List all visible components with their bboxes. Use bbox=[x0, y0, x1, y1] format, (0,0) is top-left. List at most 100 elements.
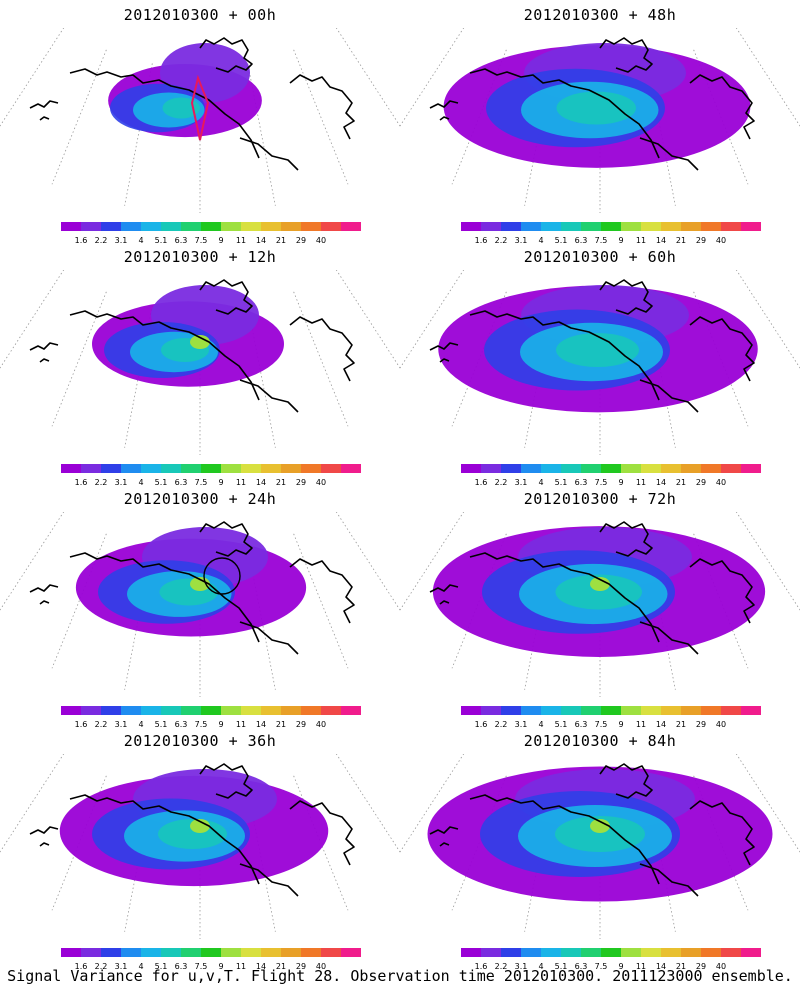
colorbar-swatch bbox=[201, 222, 222, 231]
colorbar-swatch bbox=[181, 464, 202, 473]
colorbar-swatch bbox=[661, 948, 682, 957]
colorbar-tick-label: 21 bbox=[276, 478, 286, 487]
colorbar-swatch bbox=[141, 948, 162, 957]
colorbar-swatch bbox=[81, 222, 102, 231]
colorbar-tick-label: 9 bbox=[618, 478, 623, 487]
colorbar-swatch bbox=[561, 948, 582, 957]
colorbar-tick-label: 14 bbox=[656, 720, 666, 729]
colorbar-tick-label: 4 bbox=[538, 962, 543, 971]
colorbar-swatch bbox=[261, 706, 282, 715]
colorbar-tick-label: 3.1 bbox=[115, 478, 128, 487]
colorbar-tick-label: 5.1 bbox=[155, 236, 168, 245]
colorbar-swatch bbox=[581, 222, 602, 231]
colorbar-tick-label: 29 bbox=[696, 236, 706, 245]
map-panel: 2012010300 + 24h 1.6 2.2 3.1 4 5.1 6.3 7.5 9 11 14… bbox=[0, 484, 400, 729]
colorbar-tick-label: 21 bbox=[276, 236, 286, 245]
colorbar-tick-label: 3.1 bbox=[515, 478, 528, 487]
map-panel: 2012010300 + 36h 1.6 2.2 3.1 4 5.1 6.3 7.5 9 11 14… bbox=[0, 726, 400, 971]
colorbar-tick-label: 29 bbox=[296, 720, 306, 729]
variance-field bbox=[92, 285, 284, 387]
colorbar-swatch bbox=[461, 706, 482, 715]
colorbar-tick-label: 11 bbox=[636, 236, 646, 245]
colorbar-tick-label: 40 bbox=[716, 236, 726, 245]
map-panel: 2012010300 + 48h 1.6 2.2 3.1 4 5.1 6.3 7.5 9 11 14… bbox=[400, 0, 800, 245]
colorbar-swatch bbox=[241, 464, 262, 473]
colorbar-tick-label: 11 bbox=[636, 720, 646, 729]
colorbar: 1.6 2.2 3.1 4 5.1 6.3 7.5 9 11 14 21 29 40 bbox=[61, 948, 361, 972]
colorbar-swatch bbox=[601, 948, 622, 957]
colorbar-swatch bbox=[261, 948, 282, 957]
colorbar-swatch bbox=[621, 948, 642, 957]
colorbar-tick-label: 9 bbox=[218, 478, 223, 487]
colorbar: 1.6 2.2 3.1 4 5.1 6.3 7.5 9 11 14 21 29 40 bbox=[461, 706, 761, 730]
colorbar-swatch bbox=[641, 948, 662, 957]
colorbar-swatch bbox=[101, 706, 122, 715]
colorbar-swatch bbox=[641, 222, 662, 231]
colorbar-tick-label: 4 bbox=[138, 478, 143, 487]
colorbar-swatch bbox=[561, 464, 582, 473]
colorbar-swatch bbox=[321, 706, 342, 715]
colorbar-swatch bbox=[741, 222, 761, 231]
colorbar-swatch bbox=[701, 222, 722, 231]
colorbar-tick-label: 1.6 bbox=[75, 478, 88, 487]
colorbar-swatch bbox=[541, 464, 562, 473]
colorbar-swatch bbox=[181, 222, 202, 231]
colorbar-tick-label: 3.1 bbox=[515, 962, 528, 971]
colorbar-swatch bbox=[621, 222, 642, 231]
colorbar-swatch bbox=[221, 948, 242, 957]
variance-field bbox=[427, 766, 773, 902]
colorbar-tick-label: 7.5 bbox=[195, 236, 208, 245]
colorbar-swatch bbox=[181, 948, 202, 957]
variance-field bbox=[59, 769, 329, 887]
colorbar-tick-label: 4 bbox=[538, 720, 543, 729]
colorbar-swatch bbox=[461, 222, 482, 231]
variance-field bbox=[443, 43, 751, 168]
colorbar-tick-label: 6.3 bbox=[175, 962, 188, 971]
colorbar-tick-label: 14 bbox=[256, 236, 266, 245]
colorbar-swatch bbox=[461, 464, 482, 473]
colorbar-swatch bbox=[281, 706, 302, 715]
panel-title: 2012010300 + 48h bbox=[523, 6, 677, 24]
variance-field bbox=[75, 527, 307, 637]
colorbar-tick-label: 14 bbox=[256, 720, 266, 729]
coastline bbox=[429, 37, 755, 171]
figure-caption: Signal Variance for u,v,T. Flight 28. Ob… bbox=[7, 967, 793, 985]
colorbar-tick-label: 2.2 bbox=[495, 236, 508, 245]
colorbar-tick-label: 5.1 bbox=[155, 962, 168, 971]
colorbar-tick-label: 4 bbox=[138, 720, 143, 729]
variance-field bbox=[438, 285, 758, 413]
colorbar-swatch bbox=[681, 222, 702, 231]
colorbar-tick-label: 11 bbox=[236, 720, 246, 729]
colorbar-tick-label: 6.3 bbox=[175, 478, 188, 487]
panel-title: 2012010300 + 12h bbox=[123, 248, 277, 266]
colorbar-tick-label: 40 bbox=[316, 236, 326, 245]
colorbar-tick-label: 21 bbox=[676, 478, 686, 487]
colorbar-swatch bbox=[501, 948, 522, 957]
colorbar-tick-label: 9 bbox=[218, 236, 223, 245]
colorbar-tick-label: 6.3 bbox=[575, 478, 588, 487]
colorbar-swatch bbox=[681, 464, 702, 473]
colorbar-swatch bbox=[641, 706, 662, 715]
colorbar-swatch bbox=[161, 706, 182, 715]
colorbar-swatch bbox=[261, 222, 282, 231]
colorbar-swatch bbox=[341, 706, 361, 715]
colorbar-tick-label: 40 bbox=[716, 962, 726, 971]
colorbar-swatch bbox=[101, 948, 122, 957]
map-panel: 2012010300 + 00h 1.6 2.2 3.1 4 5.1 6.3 7.5 9 11 14… bbox=[0, 0, 400, 245]
colorbar-swatch bbox=[81, 464, 102, 473]
colorbar-swatch bbox=[301, 464, 322, 473]
colorbar-tick-label: 3.1 bbox=[115, 962, 128, 971]
colorbar-swatch bbox=[261, 464, 282, 473]
colorbar-swatch bbox=[301, 948, 322, 957]
colorbar-swatch bbox=[321, 222, 342, 231]
polar-map bbox=[0, 754, 400, 939]
colorbar-swatch bbox=[741, 948, 761, 957]
colorbar-swatch bbox=[241, 706, 262, 715]
colorbar-swatch bbox=[141, 706, 162, 715]
colorbar-tick-label: 11 bbox=[236, 478, 246, 487]
colorbar-swatch bbox=[101, 464, 122, 473]
colorbar-tick-label: 6.3 bbox=[175, 236, 188, 245]
colorbar-swatch bbox=[201, 948, 222, 957]
colorbar-tick-label: 11 bbox=[636, 962, 646, 971]
target-region-marker bbox=[203, 557, 241, 595]
